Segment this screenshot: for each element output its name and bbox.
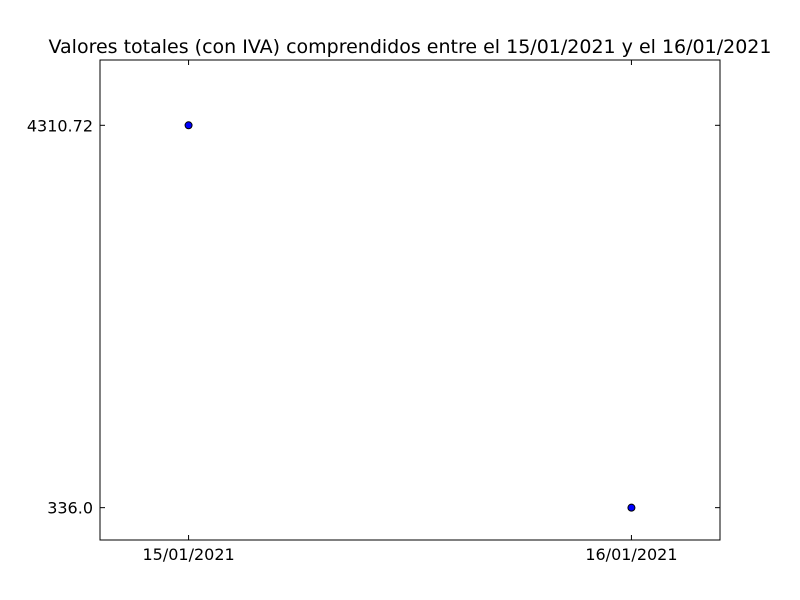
chart-title: Valores totales (con IVA) comprendidos e… xyxy=(49,36,772,58)
data-point xyxy=(184,121,193,130)
y-tick-label: 4310.72 xyxy=(27,116,93,135)
x-tick-label: 16/01/2021 xyxy=(585,545,677,564)
plot-area xyxy=(99,59,721,541)
x-tick-label: 15/01/2021 xyxy=(142,545,234,564)
y-tick-label: 336.0 xyxy=(47,499,93,518)
data-point xyxy=(627,503,636,512)
data-points xyxy=(184,121,636,512)
axis-ticks: 15/01/2021 16/01/2021 4310.72 336.0 xyxy=(27,60,720,564)
